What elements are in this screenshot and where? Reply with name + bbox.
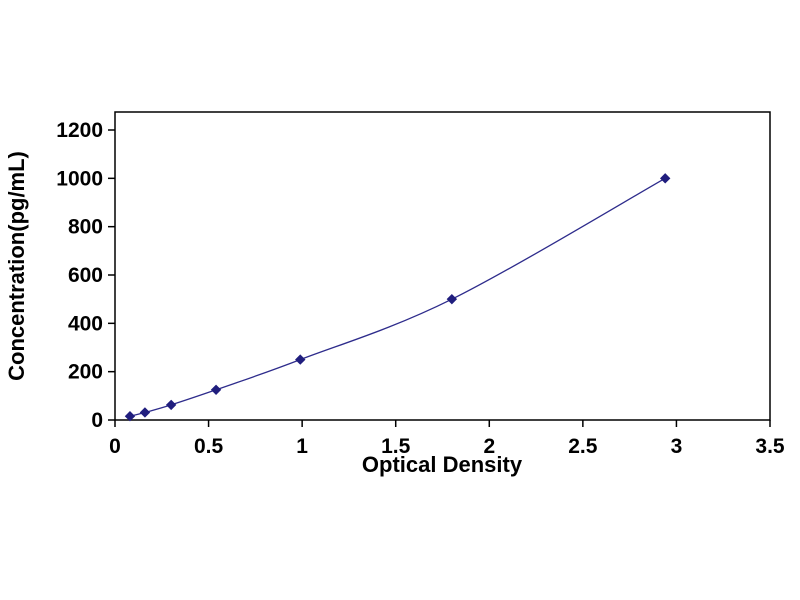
y-tick-label: 0 bbox=[91, 409, 103, 432]
y-tick-label: 400 bbox=[68, 312, 103, 335]
data-point-marker bbox=[659, 173, 671, 184]
data-point-marker bbox=[210, 384, 222, 395]
x-tick-label: 2.5 bbox=[568, 435, 598, 458]
plot-area-border bbox=[114, 111, 771, 421]
y-axis-label: Concentration(pg/mL) bbox=[4, 151, 29, 381]
x-tick-label: 3 bbox=[671, 435, 683, 458]
y-tick-label: 800 bbox=[68, 216, 103, 239]
y-tick-label: 1200 bbox=[56, 119, 103, 142]
x-tick-label: 1.5 bbox=[381, 435, 411, 458]
data-point-marker bbox=[165, 399, 177, 411]
x-tick-label: 1 bbox=[296, 435, 308, 458]
y-tick-label: 600 bbox=[68, 264, 103, 287]
x-tick-label: 3.5 bbox=[755, 435, 785, 458]
data-point-marker bbox=[446, 293, 458, 305]
x-axis-label: Optical Density bbox=[362, 452, 523, 477]
x-tick-label: 2 bbox=[483, 435, 495, 458]
data-point-marker bbox=[124, 411, 136, 422]
x-tick-label: 0 bbox=[109, 435, 121, 458]
data-point-marker bbox=[295, 354, 306, 365]
y-tick-label: 1000 bbox=[56, 167, 103, 190]
x-tick-label: 0.5 bbox=[194, 435, 224, 458]
y-tick-label: 200 bbox=[68, 361, 103, 384]
data-point-marker bbox=[139, 407, 151, 418]
